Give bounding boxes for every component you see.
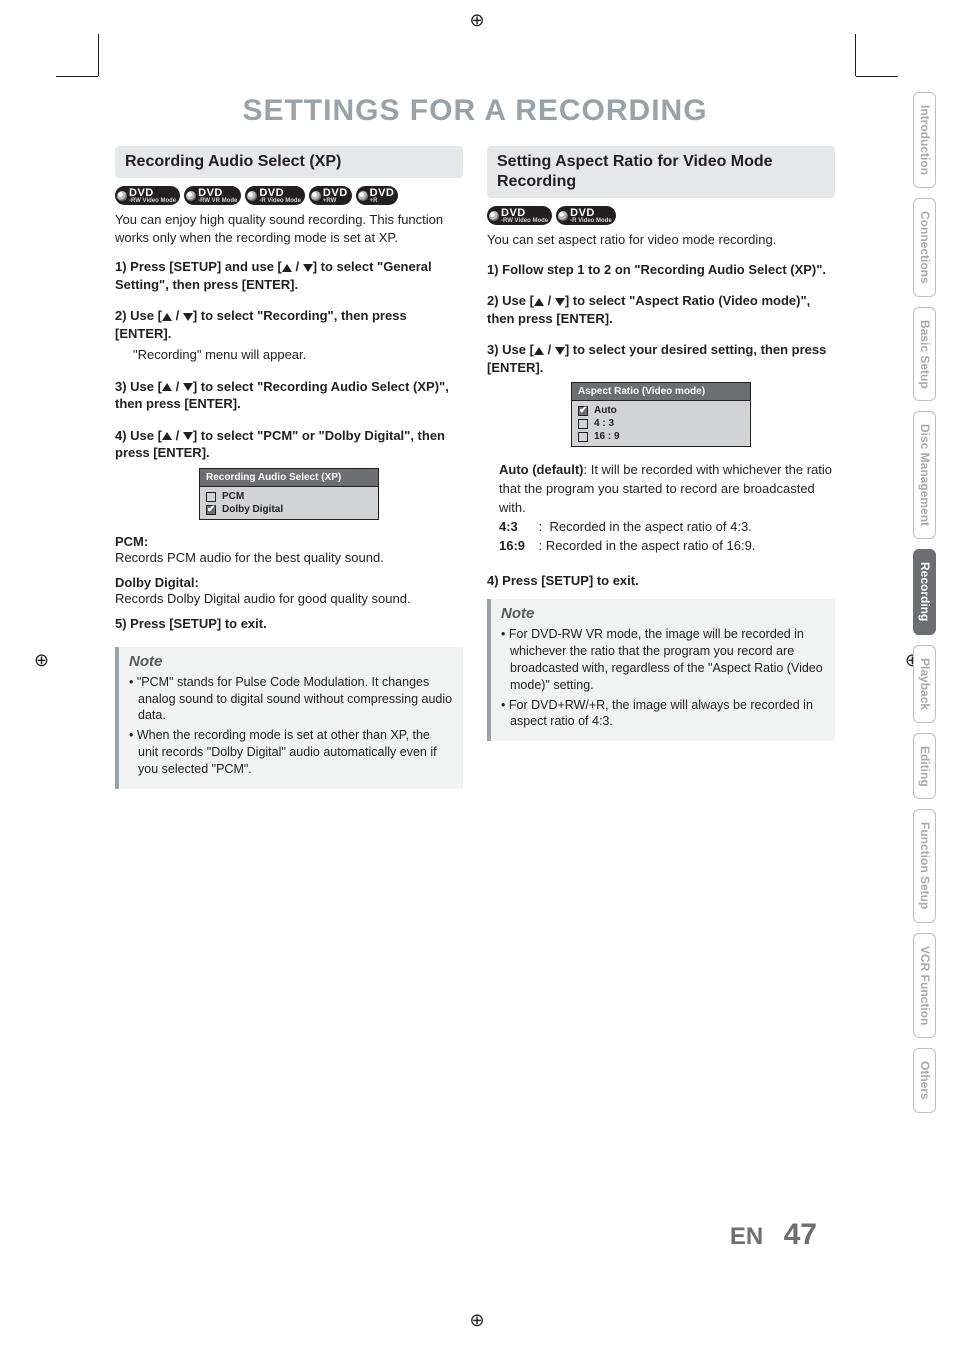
section-heading-audio: Recording Audio Select (XP) [115, 146, 463, 178]
page-title: SETTINGS FOR A RECORDING [115, 94, 835, 128]
dvd-badge: DVD-RW Video Mode [115, 186, 180, 205]
footer-page-number: 47 [784, 1218, 817, 1251]
crop-mark [56, 76, 98, 77]
down-arrow-icon [183, 383, 193, 391]
left-column: Recording Audio Select (XP) DVD-RW Video… [115, 146, 463, 789]
menu-title: Aspect Ratio (Video mode) [571, 382, 751, 401]
note-item: For DVD+RW/+R, the image will always be … [501, 697, 825, 731]
down-arrow-icon [183, 313, 193, 321]
two-column-layout: Recording Audio Select (XP) DVD-RW Video… [115, 146, 835, 789]
up-arrow-icon [282, 264, 292, 272]
dolby-label: Dolby Digital: [115, 575, 463, 590]
menu-row: 16 : 9 [578, 430, 744, 443]
tab-editing[interactable]: Editing [913, 733, 936, 800]
dvd-badge: DVD+R [356, 186, 399, 205]
dvd-badge: DVD-R Video Mode [556, 206, 616, 225]
menu-row: Auto [578, 404, 744, 417]
page-content: SETTINGS FOR A RECORDING Recording Audio… [115, 36, 835, 1276]
dvd-badge: DVD-RW Video Mode [487, 206, 552, 225]
down-arrow-icon [555, 347, 565, 355]
dolby-text: Records Dolby Digital audio for good qua… [115, 590, 463, 608]
note-item: For DVD-RW VR mode, the image will be re… [501, 626, 825, 694]
intro-text: You can enjoy high quality sound recordi… [115, 211, 463, 246]
pcm-label: PCM: [115, 534, 463, 549]
step-1: 1) Follow step 1 to 2 on "Recording Audi… [487, 261, 835, 279]
menu-title: Recording Audio Select (XP) [199, 468, 379, 487]
down-arrow-icon [183, 432, 193, 440]
auto-def: Auto (default): It will be recorded with… [499, 461, 835, 518]
checkbox-checked-icon [206, 505, 216, 515]
section-heading-aspect: Setting Aspect Ratio for Video Mode Reco… [487, 146, 835, 198]
tab-introduction[interactable]: Introduction [913, 92, 936, 188]
crop-mark [855, 34, 856, 76]
step-3: 3) Use [ / ] to select "Recording Audio … [115, 378, 463, 413]
checkbox-icon [578, 419, 588, 429]
menu-row: PCM [206, 490, 372, 503]
tab-basic-setup[interactable]: Basic Setup [913, 307, 936, 402]
up-arrow-icon [162, 432, 172, 440]
dvd-badge-row: DVD-RW Video Mode DVD-RW VR Mode DVD-R V… [115, 186, 463, 205]
down-arrow-icon [303, 264, 313, 272]
tab-recording[interactable]: Recording [913, 549, 936, 634]
step-4: 4) Use [ / ] to select "PCM" or "Dolby D… [115, 427, 463, 462]
ratio-definitions: Auto (default): It will be recorded with… [499, 461, 835, 555]
step-5: 5) Press [SETUP] to exit. [115, 615, 463, 633]
dvd-badge: DVD+RW [309, 186, 352, 205]
step-3: 3) Use [ / ] to select your desired sett… [487, 341, 835, 376]
step-1: 1) Press [SETUP] and use [ / ] to select… [115, 258, 463, 293]
up-arrow-icon [162, 313, 172, 321]
down-arrow-icon [555, 298, 565, 306]
tab-connections[interactable]: Connections [913, 198, 936, 297]
dvd-badge: DVD-R Video Mode [245, 186, 305, 205]
step-4: 4) Press [SETUP] to exit. [487, 572, 835, 590]
tab-others[interactable]: Others [913, 1048, 936, 1113]
note-item: When the recording mode is set at other … [129, 727, 453, 778]
up-arrow-icon [534, 298, 544, 306]
note-block: Note For DVD-RW VR mode, the image will … [487, 599, 835, 741]
footer-lang: EN [730, 1223, 763, 1250]
checkbox-icon [578, 432, 588, 442]
up-arrow-icon [162, 383, 172, 391]
step-2-note: "Recording" menu will appear. [133, 346, 463, 364]
tab-disc-management[interactable]: Disc Management [913, 411, 936, 539]
checkbox-checked-icon [578, 406, 588, 416]
right-column: Setting Aspect Ratio for Video Mode Reco… [487, 146, 835, 789]
menu-box-aspect: Aspect Ratio (Video mode) Auto 4 : 3 16 … [571, 382, 751, 447]
43-def: 4:3 : Recorded in the aspect ratio of 4:… [499, 518, 835, 537]
page-footer: EN 47 [730, 1218, 817, 1252]
tab-function-setup[interactable]: Function Setup [913, 809, 936, 922]
checkbox-icon [206, 492, 216, 502]
note-block: Note "PCM" stands for Pulse Code Modulat… [115, 647, 463, 789]
note-title: Note [129, 653, 453, 670]
menu-row: Dolby Digital [206, 503, 372, 516]
registration-mark-icon: ⊕ [34, 650, 49, 671]
note-title: Note [501, 605, 825, 622]
169-def: 16:9 : Recorded in the aspect ratio of 1… [499, 537, 835, 556]
tab-vcr-function[interactable]: VCR Function [913, 933, 936, 1038]
crop-mark [98, 34, 99, 76]
up-arrow-icon [534, 347, 544, 355]
note-item: "PCM" stands for Pulse Code Modulation. … [129, 674, 453, 725]
pcm-text: Records PCM audio for the best quality s… [115, 549, 463, 567]
step-2: 2) Use [ / ] to select "Recording", then… [115, 307, 463, 342]
dvd-badge: DVD-RW VR Mode [184, 186, 241, 205]
side-tabs: Introduction Connections Basic Setup Dis… [913, 92, 936, 1113]
registration-mark-icon: ⊕ [469, 10, 484, 31]
menu-row: 4 : 3 [578, 417, 744, 430]
crop-mark [856, 76, 898, 77]
intro-text: You can set aspect ratio for video mode … [487, 231, 835, 249]
menu-box-audio: Recording Audio Select (XP) PCM Dolby Di… [199, 468, 379, 520]
registration-mark-icon: ⊕ [469, 1310, 484, 1331]
step-2: 2) Use [ / ] to select "Aspect Ratio (Vi… [487, 292, 835, 327]
tab-playback[interactable]: Playback [913, 645, 936, 723]
dvd-badge-row: DVD-RW Video Mode DVD-R Video Mode [487, 206, 835, 225]
